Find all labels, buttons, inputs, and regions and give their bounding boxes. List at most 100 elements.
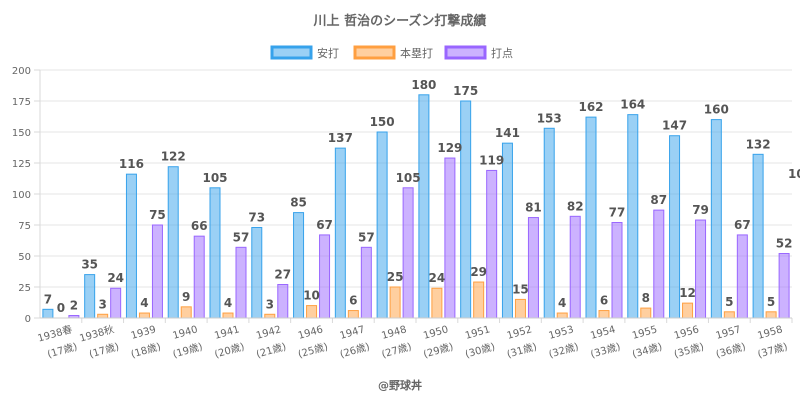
bar-3-7[interactable] <box>319 234 331 319</box>
data-label: 77 <box>609 206 626 220</box>
x-axis: 1938春(17歳)1938秋(17歳)1939(18歳)1940(19歳)19… <box>36 317 793 361</box>
legend-swatch-2[interactable] <box>353 45 396 60</box>
legend-label-1[interactable]: 安打 <box>317 46 339 60</box>
bar-2-3[interactable] <box>138 312 150 319</box>
bar-1-7[interactable] <box>293 212 305 319</box>
data-label: 137 <box>328 131 353 145</box>
data-label: 10 <box>303 289 320 303</box>
data-label: 29 <box>470 265 487 279</box>
bar-1-2[interactable] <box>84 274 96 319</box>
data-label: 0 <box>57 301 65 315</box>
bar-2-8[interactable] <box>347 310 359 319</box>
bar-3-13[interactable] <box>569 215 581 319</box>
bar-2-12[interactable] <box>514 298 526 319</box>
bar-3-16[interactable] <box>695 219 707 319</box>
legend-label-2[interactable]: 本塁打 <box>400 46 433 60</box>
x-tick-label: 1948(27歳) <box>376 324 413 360</box>
data-label: 2 <box>70 299 78 313</box>
bar-3-8[interactable] <box>360 246 372 319</box>
bar-3-11[interactable] <box>486 169 498 319</box>
bar-2-15[interactable] <box>640 307 652 319</box>
data-label: 25 <box>387 270 404 284</box>
x-tick-label: 1939(18歳) <box>125 324 162 360</box>
bar-3-14[interactable] <box>611 222 623 319</box>
bar-1-16[interactable] <box>669 135 681 319</box>
bar-2-13[interactable] <box>556 312 568 319</box>
bar-3-15[interactable] <box>653 209 665 319</box>
x-tick-label: 1956(35歳) <box>668 324 705 360</box>
bar-1-18[interactable] <box>752 153 764 319</box>
bar-3-6[interactable] <box>277 284 289 319</box>
data-label: 81 <box>525 201 542 215</box>
bar-1-3[interactable] <box>125 173 137 319</box>
bar-1-4[interactable] <box>167 166 179 319</box>
y-tick-label: 125 <box>12 159 31 170</box>
data-label: 153 <box>537 111 562 125</box>
legend: 安打 本塁打 打点 <box>270 45 513 60</box>
bar-3-2[interactable] <box>110 287 122 319</box>
bar-2-6[interactable] <box>264 313 276 319</box>
bar-2-14[interactable] <box>598 310 610 319</box>
y-tick-label: 25 <box>18 283 31 294</box>
x-tick-label: 1942(21歳) <box>250 324 287 360</box>
bar-1-14[interactable] <box>585 116 597 319</box>
bar-3-18[interactable] <box>778 253 790 319</box>
bar-1-9[interactable] <box>376 131 388 319</box>
bar-1-5[interactable] <box>209 187 221 319</box>
bar-3-10[interactable] <box>444 157 456 319</box>
bar-2-4[interactable] <box>180 306 192 319</box>
bar-1-13[interactable] <box>543 127 555 319</box>
data-label: 85 <box>290 196 307 210</box>
x-tick-label: 1952(31歳) <box>501 324 538 360</box>
bar-1-15[interactable] <box>627 114 639 319</box>
y-tick-label: 150 <box>12 128 31 139</box>
bar-1-17[interactable] <box>710 119 722 319</box>
y-tick-label: 175 <box>12 97 31 108</box>
bar-2-5[interactable] <box>222 312 234 319</box>
data-label: 3 <box>266 297 274 311</box>
data-label: 75 <box>149 208 166 222</box>
bar-2-7[interactable] <box>306 305 318 319</box>
bar-3-4[interactable] <box>193 235 205 319</box>
chart-title: 川上 哲治のシーズン打撃成績 <box>313 13 487 29</box>
bar-2-2[interactable] <box>97 313 109 319</box>
data-labels: 70 23532411647512296610545773327851067137… <box>44 78 793 315</box>
bar-3-9[interactable] <box>402 187 414 319</box>
data-label: 67 <box>316 218 333 232</box>
legend-swatch-1[interactable] <box>270 45 313 60</box>
grid-lines <box>40 69 792 319</box>
credit-text: @野球丼 <box>378 378 422 392</box>
data-label: 27 <box>274 268 291 282</box>
data-label: 3 <box>98 297 106 311</box>
bar-1-1[interactable] <box>42 308 54 319</box>
data-label: 122 <box>161 150 186 164</box>
bar-2-17[interactable] <box>723 311 735 319</box>
data-label: 15 <box>512 282 529 296</box>
data-label: 7 <box>44 292 52 306</box>
data-label: 6 <box>349 294 357 308</box>
bar-3-3[interactable] <box>151 224 163 319</box>
y-tick-label: 50 <box>18 252 31 263</box>
x-tick-label: 1958(37歳) <box>752 324 789 360</box>
bar-3-5[interactable] <box>235 246 247 319</box>
x-tick-label: 1953(32歳) <box>543 324 580 360</box>
bar-1-6[interactable] <box>251 226 263 319</box>
data-label: 35 <box>81 258 98 272</box>
x-tick-label: 1951(30歳) <box>459 324 496 360</box>
bar-2-10[interactable] <box>431 287 443 319</box>
legend-label-3[interactable]: 打点 <box>491 46 513 60</box>
data-label: 160 <box>704 103 729 117</box>
bar-3-12[interactable] <box>527 217 539 319</box>
bar-2-9[interactable] <box>389 286 401 319</box>
bar-2-16[interactable] <box>682 302 694 319</box>
bar-2-11[interactable] <box>473 281 485 319</box>
data-label: 57 <box>358 230 375 244</box>
bar-1-12[interactable] <box>501 142 513 319</box>
bar-2-18[interactable] <box>765 311 777 319</box>
legend-swatch-3[interactable] <box>444 45 487 60</box>
bar-1-8[interactable] <box>334 147 346 319</box>
bar-1-10[interactable] <box>418 94 430 319</box>
bar-3-17[interactable] <box>736 234 748 319</box>
bar-1-11[interactable] <box>460 100 472 319</box>
